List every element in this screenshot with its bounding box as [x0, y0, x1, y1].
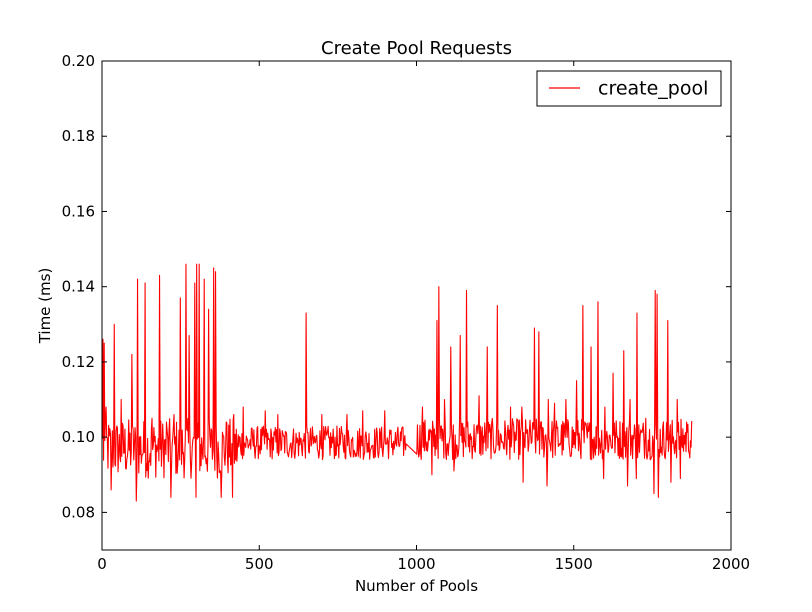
y-tick-label: 0.16 — [62, 202, 95, 220]
y-axis-title: Time (ms) — [36, 268, 54, 345]
chart-title: Create Pool Requests — [321, 38, 512, 59]
x-tick-label: 1000 — [397, 555, 435, 573]
series-line-create-pool — [101, 263, 693, 502]
y-tick-label: 0.18 — [62, 127, 95, 145]
y-tick-label: 0.14 — [62, 278, 95, 296]
y-axis: 0.08 0.10 0.12 0.14 0.16 0.18 0.20 — [62, 52, 731, 521]
x-tick-label: 2000 — [712, 555, 750, 573]
y-tick-label: 0.08 — [62, 503, 95, 521]
x-tick-label: 500 — [245, 555, 274, 573]
y-tick-label: 0.10 — [62, 428, 95, 446]
x-axis: 0 500 1000 1500 2000 — [97, 61, 750, 573]
y-tick-label: 0.12 — [62, 353, 95, 371]
series-layer — [101, 263, 693, 502]
y-tick-label: 0.20 — [62, 52, 95, 70]
x-tick-label: 0 — [97, 555, 107, 573]
legend-entry-create-pool: create_pool — [598, 78, 708, 100]
x-tick-label: 1500 — [555, 555, 593, 573]
x-axis-title: Number of Pools — [355, 577, 478, 595]
legend: create_pool — [536, 70, 722, 107]
